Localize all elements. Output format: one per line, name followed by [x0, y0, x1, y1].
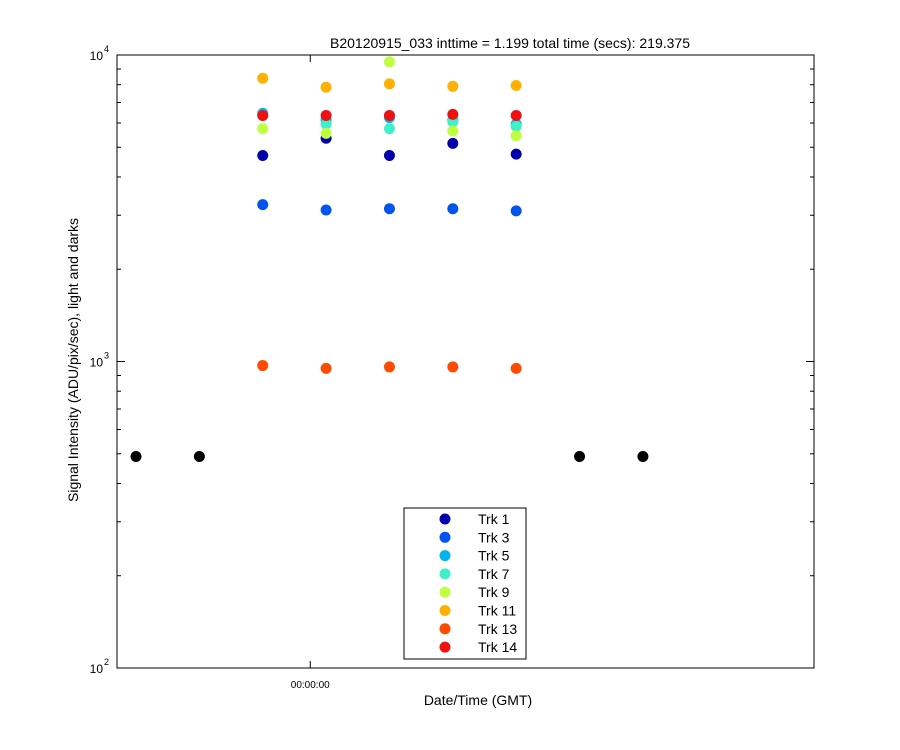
data-point-trk-7 — [510, 120, 522, 132]
legend-marker — [439, 568, 451, 580]
data-point-trk-14 — [257, 109, 269, 121]
legend-marker — [439, 586, 451, 598]
data-point-dark-frame — [574, 450, 586, 462]
data-point-trk-9 — [510, 130, 522, 142]
data-point-trk-14 — [510, 109, 522, 121]
data-point-trk-11 — [320, 81, 332, 93]
y-tick-exponent: 4 — [104, 44, 109, 54]
y-tick-label: 10 — [90, 356, 104, 370]
data-point-trk-11 — [257, 72, 269, 84]
data-point-trk-11 — [383, 78, 395, 90]
y-tick-label: 10 — [90, 662, 104, 676]
data-point-dark-frame — [637, 450, 649, 462]
legend-marker — [439, 623, 451, 635]
legend-label: Trk 11 — [478, 603, 516, 619]
data-points — [130, 56, 649, 462]
data-point-trk-9 — [257, 123, 269, 135]
data-point-dark-frame — [130, 450, 142, 462]
legend-marker — [439, 641, 451, 653]
data-point-trk-1 — [510, 148, 522, 160]
y-axis-label: Signal Intensity (ADU/pix/sec), light an… — [65, 218, 81, 502]
data-point-trk-14 — [447, 108, 459, 120]
data-point-trk-9 — [447, 125, 459, 137]
data-point-trk-7 — [320, 118, 332, 130]
data-point-trk-3 — [320, 204, 332, 216]
data-point-trk-3 — [510, 205, 522, 217]
data-point-trk-7 — [383, 123, 395, 135]
legend-marker — [439, 531, 451, 543]
legend-marker — [439, 513, 451, 525]
data-point-trk-9 — [383, 56, 395, 68]
data-point-trk-9 — [320, 127, 332, 139]
chart-title: B20120915_033 inttime = 1.199 total time… — [330, 35, 690, 51]
legend-label: Trk 1 — [478, 511, 510, 527]
data-point-trk-14 — [383, 109, 395, 121]
data-point-trk-13 — [383, 361, 395, 373]
legend-label: Trk 7 — [478, 566, 510, 582]
data-point-trk-13 — [447, 361, 459, 373]
data-point-trk-13 — [257, 360, 269, 372]
data-point-trk-3 — [257, 199, 269, 211]
legend-label: Trk 5 — [478, 548, 510, 564]
legend: Trk 1 Trk 3 Trk 5 Trk 7 Trk 9 Trk 11 Trk 13 Trk… — [403, 507, 527, 660]
legend-box — [403, 507, 527, 660]
data-point-trk-3 — [447, 203, 459, 215]
y-tick-label: 10 — [90, 49, 104, 63]
data-point-trk-13 — [510, 362, 522, 374]
data-point-trk-11 — [447, 80, 459, 92]
x-tick-label: 00:00:00 — [291, 680, 330, 691]
x-axis-label: Date/Time (GMT) — [424, 692, 532, 708]
data-point-trk-3 — [383, 203, 395, 215]
data-point-dark-frame — [193, 450, 205, 462]
data-point-trk-1 — [447, 137, 459, 149]
legend-label: Trk 14 — [478, 639, 517, 655]
legend-label: Trk 13 — [478, 621, 517, 637]
y-tick-exponent: 3 — [104, 351, 109, 361]
data-point-trk-11 — [510, 80, 522, 92]
legend-marker — [439, 550, 451, 562]
data-point-trk-14 — [320, 109, 332, 121]
data-point-trk-1 — [257, 150, 269, 162]
data-point-trk-13 — [320, 362, 332, 374]
legend-label: Trk 3 — [478, 529, 510, 545]
legend-marker — [439, 605, 451, 616]
data-point-trk-1 — [383, 150, 395, 162]
legend-label: Trk 9 — [478, 584, 510, 600]
y-tick-exponent: 2 — [104, 657, 109, 667]
